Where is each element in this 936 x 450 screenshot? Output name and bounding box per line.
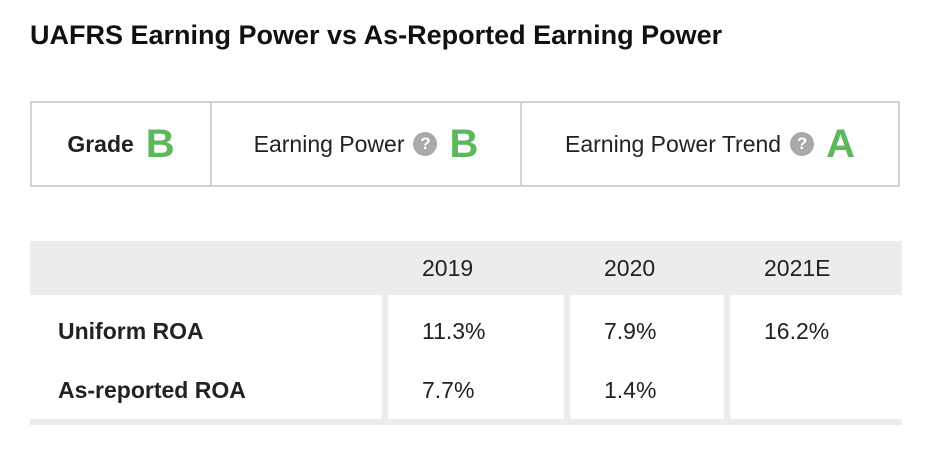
earning-power-trend-cell: Earning Power Trend ? A	[520, 103, 898, 185]
column-header-2020: 2020	[570, 241, 724, 301]
page-title: UAFRS Earning Power vs As-Reported Earni…	[30, 20, 723, 50]
grade-summary: Grade B Earning Power ? B Earning Power …	[30, 101, 900, 187]
grade-value: B	[145, 122, 175, 166]
table-cell: 7.9%	[570, 301, 724, 361]
column-header-2021e: 2021E	[730, 241, 902, 301]
help-icon[interactable]: ?	[413, 132, 438, 156]
earning-power-cell: Earning Power ? B	[210, 103, 520, 185]
earning-power-trend-grade: A	[826, 122, 855, 166]
earning-power-label: Earning Power	[253, 130, 405, 157]
table-cell	[730, 361, 902, 419]
grade-label: Grade	[67, 130, 134, 157]
roa-table: 2019 2020 2021E Uniform ROA 11.3% 7.9% 1…	[30, 241, 902, 425]
earning-power-grade: B	[449, 122, 479, 166]
table-header-empty	[30, 241, 382, 301]
table-cell: 16.2%	[730, 301, 902, 361]
table-cell: 1.4%	[570, 361, 724, 419]
column-header-2019: 2019	[388, 241, 564, 301]
help-icon[interactable]: ?	[790, 132, 815, 156]
row-label-as-reported-roa: As-reported ROA	[30, 361, 382, 419]
grade-cell: Grade B	[32, 103, 210, 185]
table-cell: 11.3%	[388, 301, 564, 361]
earning-power-trend-label: Earning Power Trend	[565, 130, 782, 157]
table-cell: 7.7%	[388, 361, 564, 419]
row-label-uniform-roa: Uniform ROA	[30, 301, 382, 361]
